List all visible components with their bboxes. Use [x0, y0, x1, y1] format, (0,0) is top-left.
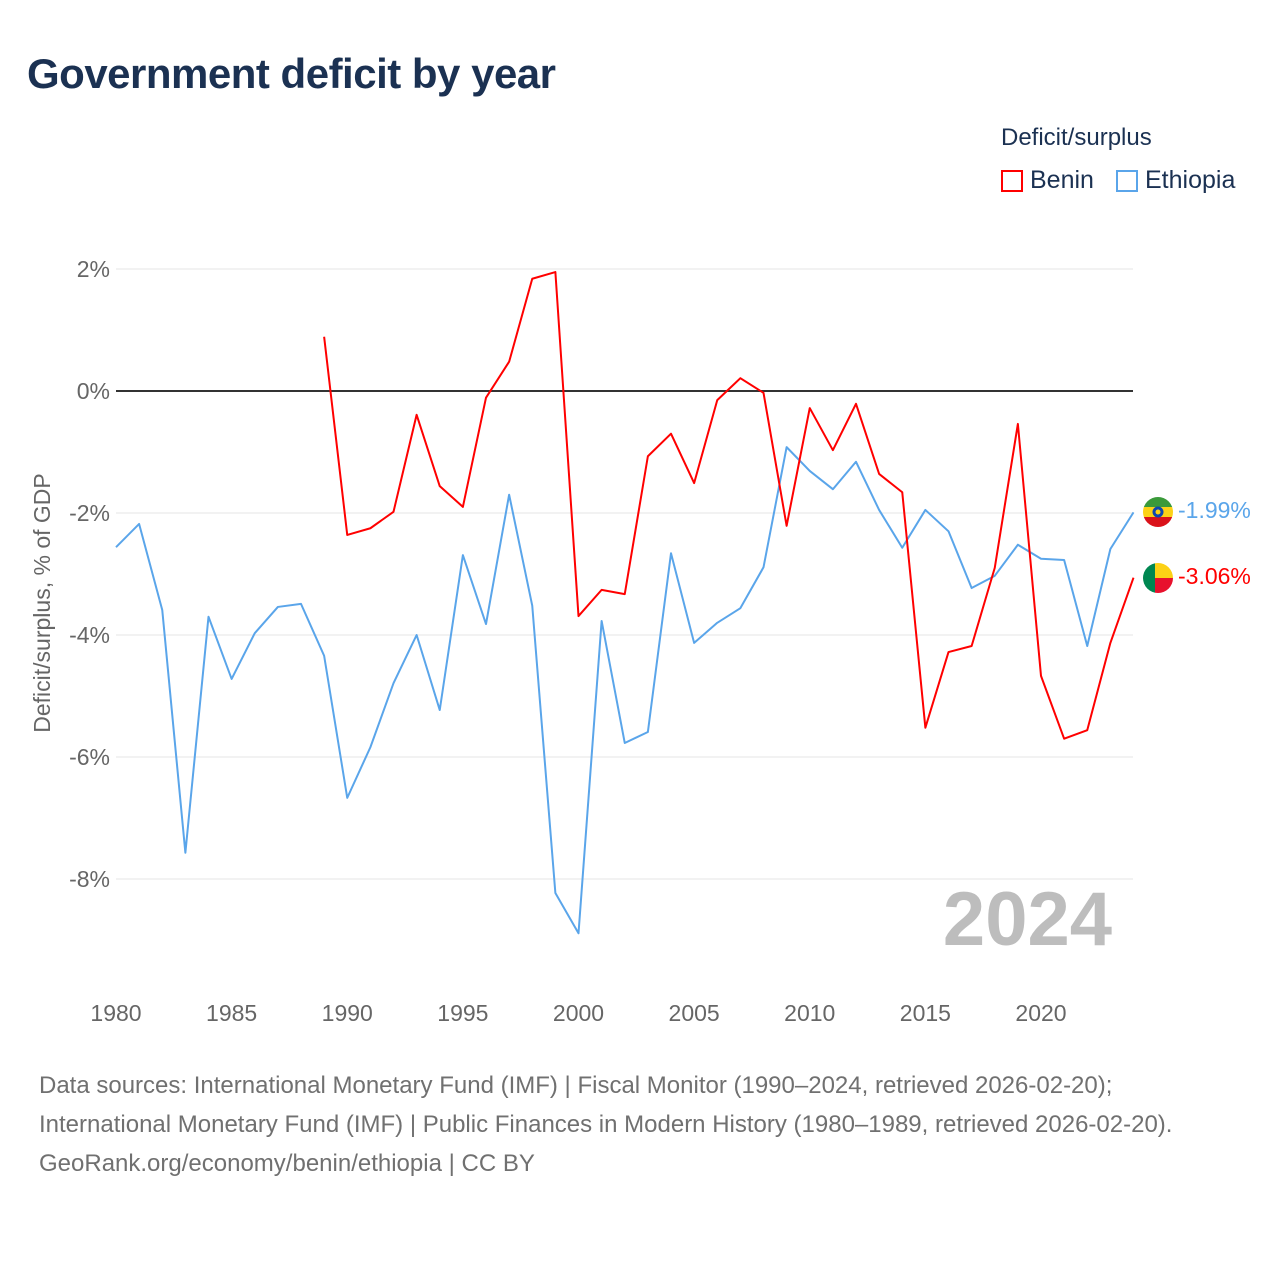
y-tick-label: 0% [77, 378, 110, 404]
legend-swatch-benin [1001, 169, 1023, 192]
credit-link[interactable]: GeoRank.org/economy/benin/ethiopia | CC … [39, 1150, 535, 1177]
y-axis-label: Deficit/surplus, % of GDP [29, 473, 55, 732]
data-sources: Data sources: International Monetary Fun… [39, 1072, 1173, 1138]
end-label-ethiopia: -1.99% [1178, 497, 1251, 523]
flag-benin-icon [1143, 563, 1173, 593]
legend-title: Deficit/surplus [1001, 124, 1152, 151]
x-tick-label: 2005 [669, 1000, 720, 1026]
flag-ethiopia-icon [1143, 497, 1173, 527]
end-label-benin: -3.06% [1178, 563, 1251, 589]
x-tick-label: 2010 [784, 1000, 835, 1026]
y-tick-label: 2% [77, 256, 110, 282]
legend-item-ethiopia[interactable]: Ethiopia [1116, 166, 1235, 195]
x-tick-label: 1985 [206, 1000, 257, 1026]
footer: Data sources: International Monetary Fun… [39, 1066, 1239, 1183]
x-tick-label: 1980 [90, 1000, 141, 1026]
legend-swatch-ethiopia [1116, 169, 1138, 192]
y-tick-label: -4% [69, 622, 110, 648]
series-line-benin[interactable] [323, 271, 1135, 740]
y-tick-label: -6% [69, 744, 110, 770]
series-line-ethiopia[interactable] [115, 446, 1135, 935]
x-tick-label: 2000 [553, 1000, 604, 1026]
x-tick-label: 2020 [1015, 1000, 1066, 1026]
legend-label-benin: Benin [1030, 166, 1094, 194]
legend-item-benin[interactable]: Benin [1001, 166, 1094, 195]
legend-label-ethiopia: Ethiopia [1145, 166, 1236, 194]
x-tick-label: 1990 [322, 1000, 373, 1026]
x-tick-label: 2015 [900, 1000, 951, 1026]
chart-title: Government deficit by year [27, 50, 556, 97]
y-tick-label: -8% [69, 866, 110, 892]
x-tick-label: 1995 [437, 1000, 488, 1026]
year-watermark: 2024 [943, 877, 1112, 962]
y-tick-label: -2% [69, 500, 110, 526]
